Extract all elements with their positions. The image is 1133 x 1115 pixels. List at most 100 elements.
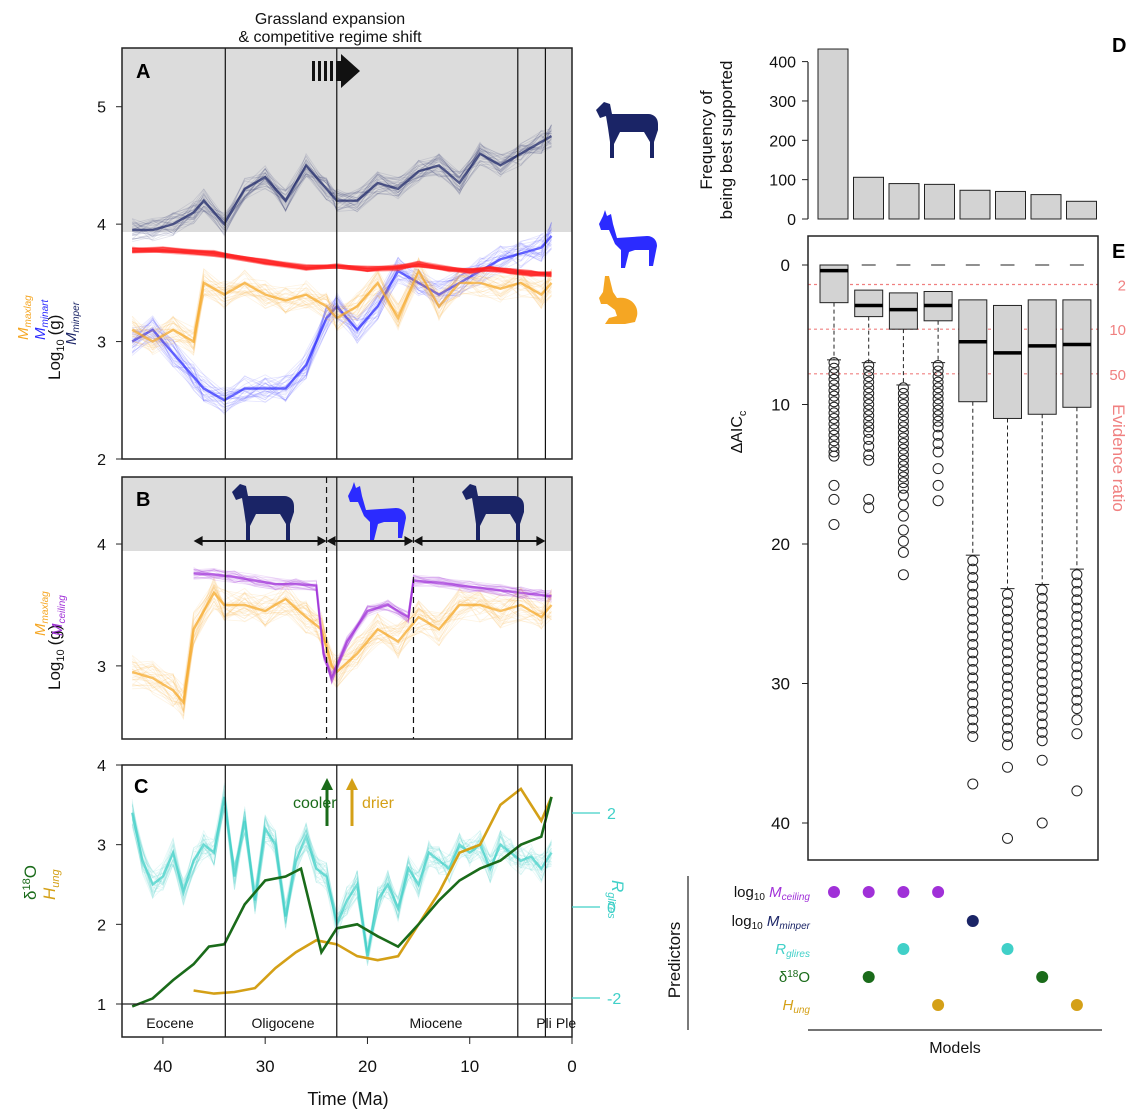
predictor-dot	[932, 886, 945, 898]
outlier-point	[897, 426, 909, 438]
outlier-point	[1036, 626, 1048, 638]
outlier-point	[897, 482, 909, 494]
outlier-point	[967, 622, 979, 634]
series-maxlag-line	[132, 588, 552, 716]
bar	[817, 48, 849, 220]
series-rglires-line	[131, 800, 552, 959]
outlier-point	[1071, 585, 1083, 597]
outlier-point	[897, 454, 909, 466]
x-tick-label: 20	[358, 1057, 377, 1076]
predictor-row-ceiling: log10 Mceiling	[734, 884, 811, 903]
outlier-point	[863, 502, 875, 514]
series-maxlag-line	[131, 590, 552, 696]
series-maxlag-line	[131, 586, 552, 700]
outlier-point	[828, 424, 840, 436]
outlier-point	[863, 454, 875, 466]
models-xlabel: Models	[929, 1040, 981, 1057]
outlier-point	[828, 518, 840, 530]
bar	[1066, 200, 1097, 220]
y-tick-label: 100	[769, 173, 796, 190]
outlier-point	[863, 415, 875, 427]
outlier-point	[967, 722, 979, 734]
outlier-point	[1036, 659, 1048, 671]
panel-d-ylabel-2: being best supported	[717, 61, 736, 220]
outlier-point	[863, 393, 875, 405]
outlier-point	[1002, 832, 1013, 844]
outlier-point	[1002, 622, 1013, 634]
outlier-point	[828, 440, 840, 452]
x-tick-label: 40	[153, 1057, 172, 1076]
panel-b-ylabel: Log10(g)	[45, 625, 67, 690]
outlier-point	[1071, 577, 1083, 589]
panel-d-letter: D	[1112, 35, 1126, 57]
panel-a-frame	[121, 47, 573, 460]
predictor-dot	[966, 915, 979, 927]
outlier-point	[932, 359, 944, 371]
outlier-point	[967, 630, 979, 642]
epoch-pliocene: Pli	[536, 1015, 552, 1031]
predictor-row-rglires: Rglires	[775, 941, 810, 960]
outlier-point	[1071, 644, 1083, 656]
panel-c-label-hung: Hung	[40, 868, 62, 900]
outlier-point	[932, 495, 944, 507]
outlier-point	[828, 385, 840, 397]
outlier-point	[1036, 684, 1048, 696]
outlier-point	[863, 404, 875, 416]
panel-c: C 1 2 3 4 -2 0 2 40 30 20 10 0 cooler drier Eocen…	[21, 758, 627, 1109]
outlier-point	[828, 396, 840, 408]
outlier-point	[897, 432, 909, 444]
panel-b: B 3 4 Log10(g) Mmaxlag Mceiling	[32, 476, 573, 740]
outlier-point	[1002, 588, 1013, 600]
outlier-point	[828, 418, 840, 430]
panel-c-label-d18o: δ18O	[21, 865, 40, 900]
outlier-point	[897, 460, 909, 472]
outlier-point	[1071, 636, 1083, 648]
outlier-point	[1036, 592, 1048, 604]
box	[1062, 299, 1092, 408]
bar	[888, 183, 920, 220]
outlier-point	[1036, 634, 1048, 646]
outlier-point	[1071, 661, 1083, 673]
outlier-point	[1071, 569, 1083, 581]
outlier-point	[932, 415, 944, 427]
series-ceiling-line	[193, 572, 552, 682]
outlier-point	[897, 499, 909, 511]
deer-silhouette-icon	[348, 482, 406, 540]
panel-d: D 0 100 200 300 400 Frequency of being best …	[697, 35, 1126, 229]
outlier-point	[828, 493, 840, 505]
outlier-point	[967, 580, 979, 592]
series-rglires-line	[131, 797, 552, 954]
arrow-head-left	[326, 536, 336, 546]
outlier-point	[967, 714, 979, 726]
header-line1: Grassland expansion	[255, 11, 405, 28]
outlier-point	[828, 357, 840, 369]
outlier-point	[897, 524, 909, 536]
panel-c-frame	[121, 764, 573, 1038]
y-tick-label: 3	[97, 659, 106, 676]
outlier-point	[967, 571, 979, 583]
x-tick-label: 0	[567, 1057, 576, 1076]
series-maxlag-line	[132, 597, 552, 705]
outlier-point	[897, 387, 909, 399]
outlier-point	[932, 387, 944, 399]
outlier-point	[828, 368, 840, 380]
bar	[1030, 194, 1062, 220]
series-rglires-line	[131, 796, 552, 965]
outlier-point	[1002, 731, 1013, 743]
series-maxlag-line	[132, 587, 552, 703]
outlier-point	[932, 382, 944, 394]
evidence-tick-label: 50	[1109, 367, 1126, 384]
right-tick-label: -2	[607, 991, 621, 1008]
outlier-point	[1002, 722, 1013, 734]
outlier-point	[1071, 602, 1083, 614]
y-tick-label: 200	[769, 133, 796, 150]
y-tick-label: 40	[771, 814, 790, 833]
epoch-eocene: Eocene	[146, 1015, 194, 1031]
outlier-point	[1002, 761, 1013, 773]
outlier-point	[932, 421, 944, 433]
panel-a-series-label-maxlag: Mmaxlag	[15, 295, 34, 340]
outlier-point	[897, 421, 909, 433]
right-tick-label: 0	[607, 900, 616, 917]
series-red-line	[132, 247, 552, 277]
series-rglires-line	[131, 784, 552, 954]
